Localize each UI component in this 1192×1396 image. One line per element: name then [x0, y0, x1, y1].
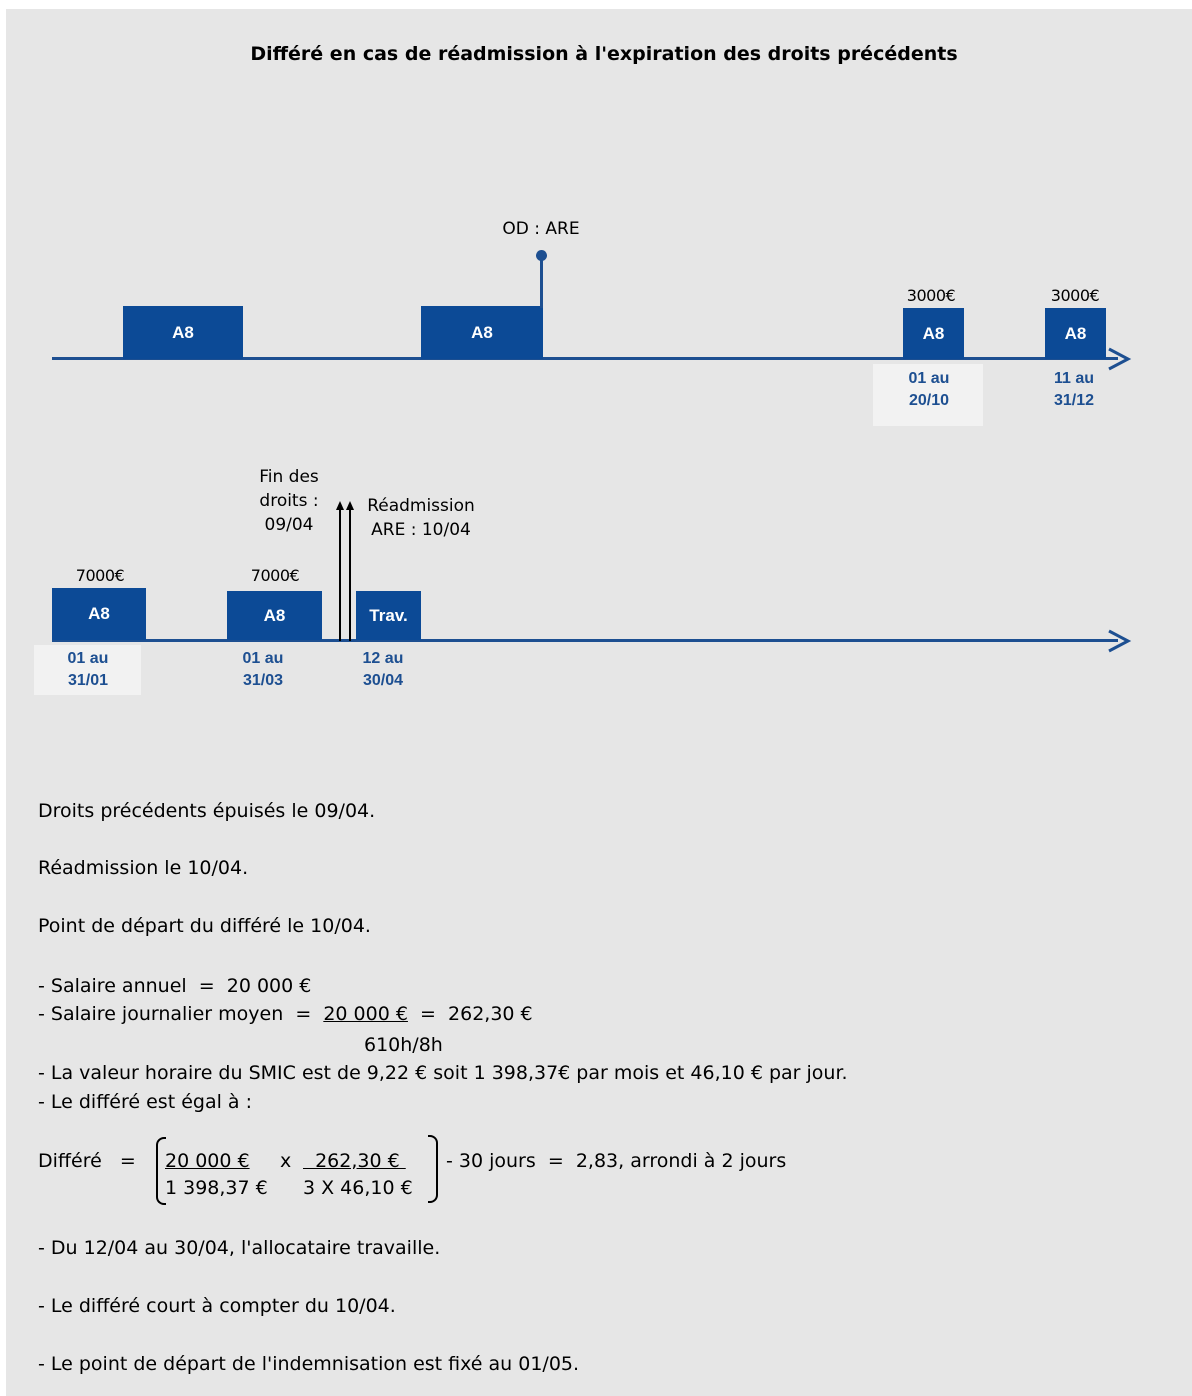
readmission-label: Réadmission ARE : 10/04	[367, 496, 475, 540]
timeline-2-arrowhead	[1108, 629, 1132, 653]
od-label: OD : ARE	[502, 219, 580, 239]
text-travaille: - Du 12/04 au 30/04, l'allocataire trava…	[38, 1237, 441, 1259]
timeline-1-block-a8: A8	[1045, 308, 1106, 359]
formula-denominator-2: 3 X 46,10 €	[303, 1177, 413, 1199]
block-amount: 3000€	[1050, 286, 1100, 305]
timeline-2-block-trav: Trav.	[356, 591, 421, 640]
timeline-2-axis	[52, 639, 1118, 642]
text-salaire-journalier: - Salaire journalier moyen = 20 000 € = …	[38, 1003, 533, 1025]
text-smic: - La valeur horaire du SMIC est de 9,22 …	[38, 1062, 848, 1084]
timeline-1-arrowhead	[1108, 347, 1132, 371]
block-dates: 11 au 31/12	[1053, 370, 1095, 409]
diagram-title: Différé en cas de réadmission à l'expira…	[250, 43, 958, 65]
formula-numerator-1: 20 000 €	[165, 1150, 250, 1172]
panel	[6, 9, 1192, 1396]
block-amount: 7000€	[75, 566, 125, 585]
block-dates: 01 au 31/01	[67, 650, 109, 689]
formula-times: x	[280, 1150, 292, 1172]
formula-label: Différé =	[38, 1150, 136, 1172]
fin-des-droits-label: Fin des droits :09/04	[259, 467, 319, 535]
timeline-1-block-a8: A8	[123, 306, 243, 359]
date-highlight	[34, 645, 141, 695]
od-marker-line	[540, 256, 543, 308]
timeline-2-block-a8: A8	[227, 591, 322, 640]
up-arrow-icon	[336, 501, 354, 641]
formula-numerator-2: 262,30 €	[303, 1150, 406, 1172]
block-dates: 01 au 31/03	[242, 650, 284, 689]
text-salaire-denominator: 610h/8h	[364, 1034, 443, 1056]
formula-left-bracket	[156, 1137, 166, 1205]
od-marker-dot	[536, 250, 547, 261]
timeline-1-block-a8: A8	[903, 308, 964, 359]
date-highlight	[873, 364, 983, 426]
text-salaire-annuel: - Salaire annuel = 20 000 €	[38, 975, 312, 997]
formula-right-bracket	[428, 1135, 438, 1203]
text-differe-court: - Le différé court à compter du 10/04.	[38, 1295, 396, 1317]
text-droits-epuises: Droits précédents épuisés le 09/04.	[38, 800, 376, 822]
text-point-depart: Point de départ du différé le 10/04.	[38, 915, 371, 937]
formula-denominator-1: 1 398,37 €	[165, 1177, 268, 1199]
timeline-1-axis	[52, 357, 1118, 360]
text-indemnisation: - Le point de départ de l'indemnisation …	[38, 1353, 580, 1375]
block-amount: 7000€	[250, 566, 300, 585]
block-amount: 3000€	[906, 286, 956, 305]
block-dates: 01 au 20/10	[908, 370, 950, 409]
timeline-2-block-a8: A8	[52, 588, 146, 640]
text-differe-egal: - Le différé est égal à :	[38, 1091, 252, 1113]
formula-result: - 30 jours = 2,83, arrondi à 2 jours	[446, 1150, 787, 1172]
timeline-1-block-a8: A8	[421, 306, 543, 359]
block-dates: 12 au 30/04	[362, 650, 404, 689]
text-readmission: Réadmission le 10/04.	[38, 857, 249, 879]
